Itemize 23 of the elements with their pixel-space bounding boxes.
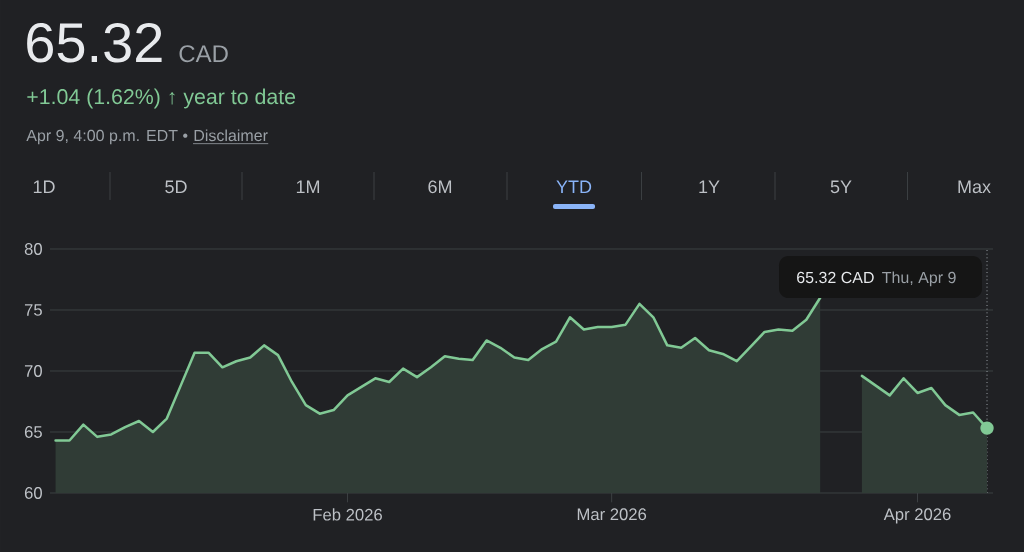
annotation: 65.32 CAD xyxy=(797,271,874,284)
text: 1M xyxy=(296,180,320,193)
text: 1Y xyxy=(699,180,720,193)
annotation: Thu, Apr 9 xyxy=(882,271,956,287)
y-tick-label: 80 xyxy=(24,243,42,255)
text: 1D xyxy=(33,180,55,193)
y-tick-label: 75 xyxy=(24,304,42,316)
y-tick-label: 60 xyxy=(24,487,42,499)
chart-title: 65.32 xyxy=(27,22,162,63)
x-tick-label: Feb 2026 xyxy=(313,508,382,521)
x-tick-label: Apr 2026 xyxy=(883,508,951,524)
text: CAD xyxy=(179,45,228,63)
text: 5Y xyxy=(830,180,852,194)
y-tick-label: 65 xyxy=(24,426,42,438)
text: YTD xyxy=(556,180,592,193)
y-tick-label: 70 xyxy=(24,365,42,377)
text: Max xyxy=(958,180,991,194)
text: Apr 9, 4:00 p.m. EDT • xyxy=(26,129,188,145)
text: Disclaimer xyxy=(194,129,268,142)
text: 5D xyxy=(165,180,187,194)
text: 6M xyxy=(428,180,452,194)
x-tick-label: Mar 2026 xyxy=(577,508,647,521)
text: +1.04 (1.62%) ↑ year to date xyxy=(27,88,296,109)
